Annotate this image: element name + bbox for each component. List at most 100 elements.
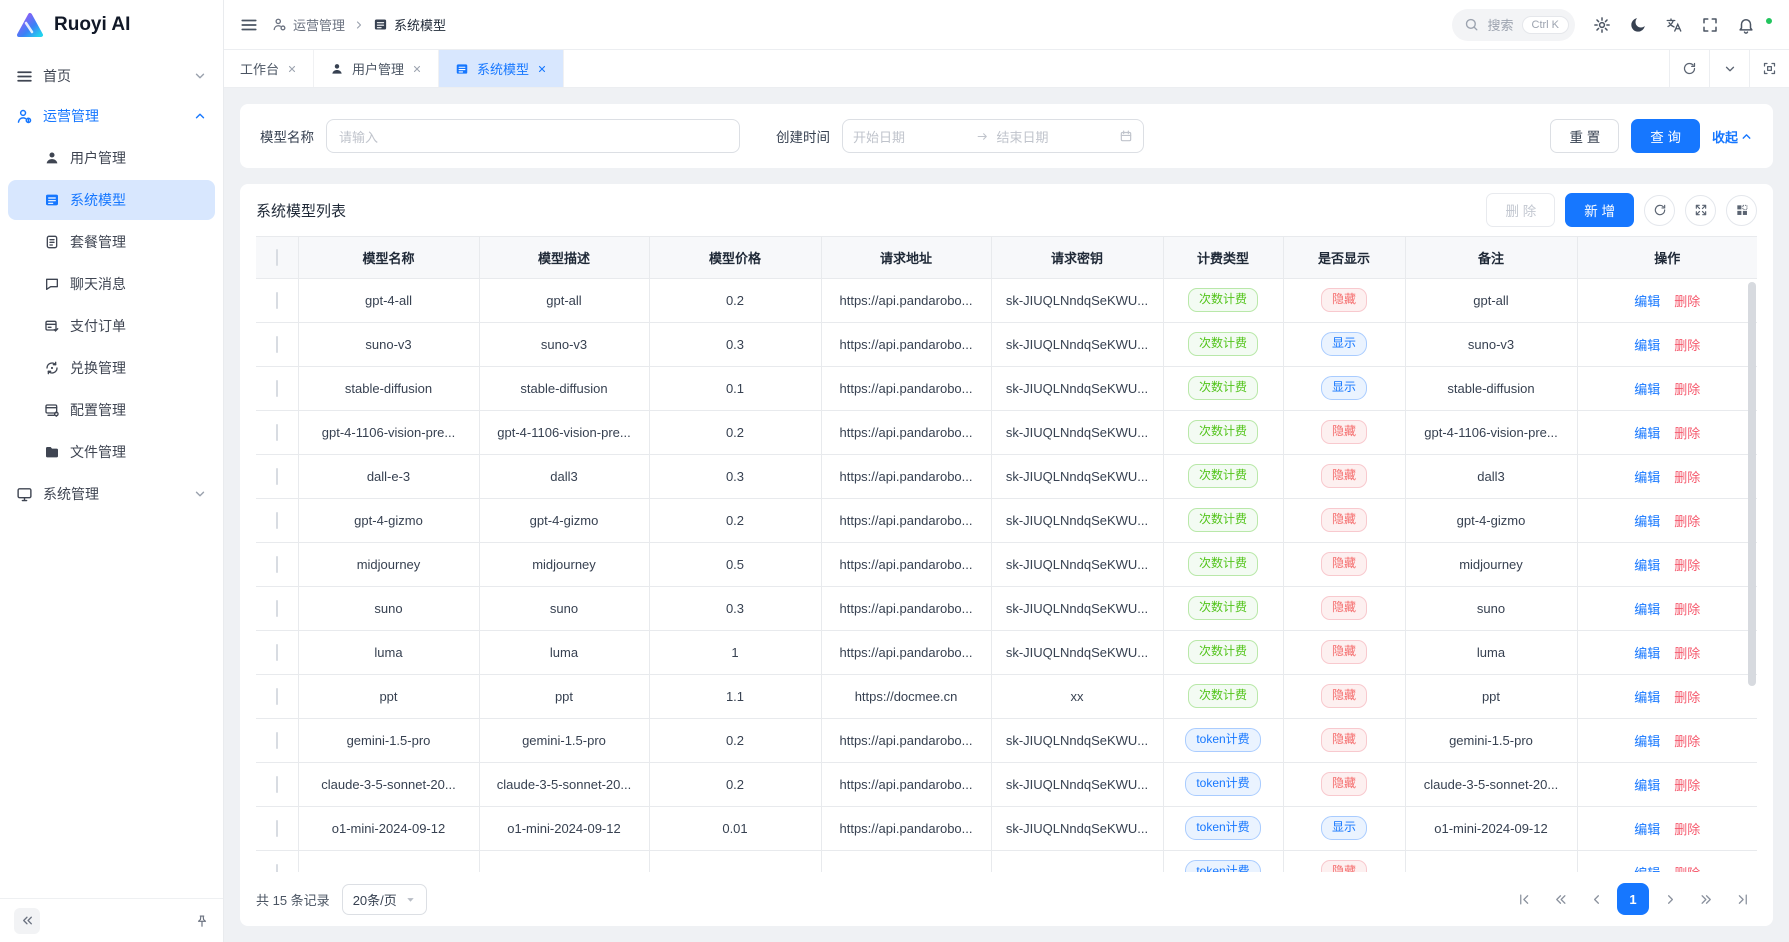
close-icon[interactable] — [537, 64, 547, 74]
tab-workbench[interactable]: 工作台 — [224, 50, 314, 87]
sidebar-item-operations[interactable]: 运营管理 — [0, 96, 223, 136]
row-checkbox[interactable] — [276, 424, 278, 441]
menu-toggle-icon[interactable] — [240, 16, 258, 34]
next-5-pages-button[interactable] — [1691, 884, 1721, 914]
delete-link[interactable]: 删除 — [1674, 514, 1700, 529]
prev-page-button[interactable] — [1581, 884, 1611, 914]
edit-link[interactable]: 编辑 — [1634, 822, 1660, 837]
delete-link[interactable]: 删除 — [1674, 646, 1700, 661]
sidebar-item-system-model[interactable]: 系统模型 — [8, 180, 215, 220]
edit-link[interactable]: 编辑 — [1634, 778, 1660, 793]
chevron-down-icon[interactable] — [1709, 50, 1749, 87]
row-checkbox[interactable] — [276, 556, 278, 573]
first-page-button[interactable] — [1509, 884, 1539, 914]
row-checkbox[interactable] — [276, 336, 278, 353]
row-checkbox[interactable] — [276, 864, 278, 873]
sidebar-item-package-management[interactable]: 套餐管理 — [8, 222, 215, 262]
fullscreen-icon[interactable] — [1701, 16, 1719, 34]
delete-link[interactable]: 删除 — [1674, 558, 1700, 573]
edit-link[interactable]: 编辑 — [1634, 426, 1660, 441]
global-search[interactable]: 搜索 Ctrl K — [1452, 9, 1575, 41]
settings-gear-icon[interactable] — [1593, 16, 1611, 34]
language-translate-icon[interactable] — [1665, 16, 1683, 34]
row-checkbox[interactable] — [276, 468, 278, 485]
row-checkbox[interactable] — [276, 820, 278, 837]
last-page-button[interactable] — [1727, 884, 1757, 914]
sidebar-collapse-button[interactable] — [14, 908, 40, 934]
delete-link[interactable]: 删除 — [1674, 734, 1700, 749]
breadcrumb-label: 运营管理 — [293, 15, 345, 34]
delete-link[interactable]: 删除 — [1674, 426, 1700, 441]
edit-link[interactable]: 编辑 — [1634, 338, 1660, 353]
sidebar-item-system-management[interactable]: 系统管理 — [0, 474, 223, 514]
delete-link[interactable]: 删除 — [1674, 602, 1700, 617]
edit-link[interactable]: 编辑 — [1634, 514, 1660, 529]
row-checkbox[interactable] — [276, 732, 278, 749]
refresh-icon[interactable] — [1644, 195, 1675, 226]
cell-remark: gemini-1.5-pro — [1405, 718, 1577, 762]
scrollbar-thumb[interactable] — [1748, 282, 1756, 686]
current-page-button[interactable]: 1 — [1617, 883, 1649, 915]
edit-link[interactable]: 编辑 — [1634, 690, 1660, 705]
cell-billing-type: token计费 — [1163, 762, 1283, 806]
row-checkbox[interactable] — [276, 644, 278, 661]
delete-link[interactable]: 删除 — [1674, 470, 1700, 485]
expand-table-icon[interactable] — [1685, 195, 1716, 226]
edit-link[interactable]: 编辑 — [1634, 470, 1660, 485]
delete-link[interactable]: 删除 — [1674, 690, 1700, 705]
edit-link[interactable]: 编辑 — [1634, 382, 1660, 397]
prev-5-pages-button[interactable] — [1545, 884, 1575, 914]
row-checkbox[interactable] — [276, 512, 278, 529]
delete-button[interactable]: 删 除 — [1486, 193, 1555, 227]
column-header: 模型描述 — [479, 237, 649, 278]
edit-link[interactable]: 编辑 — [1634, 646, 1660, 661]
theme-moon-icon[interactable] — [1629, 16, 1647, 34]
edit-link[interactable]: 编辑 — [1634, 558, 1660, 573]
query-button[interactable]: 查 询 — [1631, 119, 1700, 153]
delete-link[interactable]: 删除 — [1674, 294, 1700, 309]
row-checkbox[interactable] — [276, 380, 278, 397]
edit-link[interactable]: 编辑 — [1634, 602, 1660, 617]
breadcrumb-item-operations[interactable]: 运营管理 — [272, 15, 345, 34]
tab-system-model[interactable]: 系统模型 — [439, 50, 564, 87]
close-icon[interactable] — [412, 64, 422, 74]
add-button[interactable]: 新 增 — [1565, 193, 1634, 227]
maximize-icon[interactable] — [1749, 50, 1789, 87]
model-name-input[interactable]: 请输入 — [326, 119, 740, 153]
sidebar-item-file-management[interactable]: 文件管理 — [8, 432, 215, 472]
delete-link[interactable]: 删除 — [1674, 778, 1700, 793]
sidebar-item-payment-orders[interactable]: 支付订单 — [8, 306, 215, 346]
document-icon — [44, 234, 60, 250]
edit-link[interactable]: 编辑 — [1634, 294, 1660, 309]
date-range-picker[interactable]: 开始日期 结束日期 — [842, 119, 1144, 153]
refresh-icon[interactable] — [1669, 50, 1709, 87]
sidebar-item-home[interactable]: 首页 — [0, 56, 223, 96]
sidebar-item-chat-messages[interactable]: 聊天消息 — [8, 264, 215, 304]
column-settings-icon[interactable] — [1726, 195, 1757, 226]
breadcrumb-item-system-model[interactable]: 系统模型 — [373, 15, 446, 34]
collapse-filter-link[interactable]: 收起 — [1712, 127, 1753, 146]
delete-link[interactable]: 删除 — [1674, 866, 1700, 873]
notification-bell-icon[interactable] — [1737, 16, 1755, 34]
select-all-checkbox[interactable] — [276, 249, 278, 266]
row-checkbox[interactable] — [276, 688, 278, 705]
sidebar-item-config-management[interactable]: 配置管理 — [8, 390, 215, 430]
row-checkbox[interactable] — [276, 292, 278, 309]
edit-link[interactable]: 编辑 — [1634, 866, 1660, 873]
reset-button[interactable]: 重 置 — [1550, 119, 1619, 153]
pin-icon[interactable] — [195, 914, 209, 928]
page-size-select[interactable]: 20条/页 — [342, 884, 427, 915]
tab-user-management[interactable]: 用户管理 — [314, 50, 439, 87]
row-checkbox[interactable] — [276, 776, 278, 793]
sidebar-item-redeem-management[interactable]: 兑换管理 — [8, 348, 215, 388]
table-scrollbar[interactable] — [1748, 282, 1756, 787]
sidebar-item-user-management[interactable]: 用户管理 — [8, 138, 215, 178]
close-icon[interactable] — [287, 64, 297, 74]
next-page-button[interactable] — [1655, 884, 1685, 914]
edit-link[interactable]: 编辑 — [1634, 734, 1660, 749]
delete-link[interactable]: 删除 — [1674, 822, 1700, 837]
brand[interactable]: Ruoyi AI — [0, 0, 223, 50]
delete-link[interactable]: 删除 — [1674, 338, 1700, 353]
row-checkbox[interactable] — [276, 600, 278, 617]
delete-link[interactable]: 删除 — [1674, 382, 1700, 397]
